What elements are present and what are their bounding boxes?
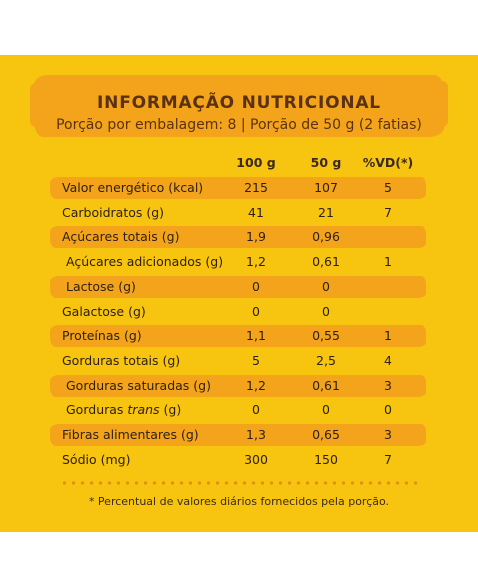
- value-100g: 1,3: [246, 427, 266, 442]
- value-100g: 0: [252, 402, 260, 418]
- value-100g: 1,2: [246, 254, 266, 270]
- value-vd: 3: [384, 427, 392, 442]
- nutrient-label: Proteínas (g): [62, 328, 142, 344]
- row-highlight: [50, 275, 426, 298]
- table-row: Gorduras trans (g) 0 0 0: [0, 399, 478, 421]
- value-vd: 0: [384, 402, 392, 418]
- value-100g: 0: [252, 278, 260, 294]
- column-header-100g: 100 g: [236, 155, 276, 170]
- value-vd: 1: [384, 254, 392, 270]
- table-row: Sódio (mg) 300 150 7: [0, 449, 478, 471]
- table-row: Fibras alimentares (g) 1,3 0,65 3: [0, 424, 478, 446]
- value-100g: 300: [244, 451, 268, 467]
- value-100g: 5: [252, 352, 260, 368]
- title-banner: [30, 75, 448, 137]
- nutrient-label: Gorduras trans (g): [66, 402, 182, 418]
- value-vd: 1: [384, 328, 392, 344]
- value-100g: 41: [248, 204, 264, 220]
- table-row: Galactose (g) 0 0: [0, 301, 478, 323]
- value-50g: 150: [314, 451, 338, 467]
- table-row: Gorduras saturadas (g) 1,2 0,61 3: [0, 374, 478, 397]
- table-row: Açúcares totais (g) 1,9 0,96: [0, 226, 478, 249]
- nutrient-label: Valor energético (kcal): [62, 180, 204, 195]
- row-highlight: [50, 325, 426, 348]
- nutrient-label: Galactose (g): [62, 303, 146, 319]
- value-vd: 7: [384, 451, 392, 467]
- serving-info: Porção por embalagem: 8 | Porção de 50 g…: [56, 117, 422, 133]
- value-vd: 3: [384, 377, 392, 393]
- table-title: INFORMAÇÃO NUTRICIONAL: [97, 93, 381, 113]
- value-50g: 0,65: [312, 427, 340, 442]
- nutrient-label: Gorduras saturadas (g): [66, 377, 211, 393]
- value-50g: 0: [322, 303, 330, 319]
- value-50g: 0: [322, 278, 330, 294]
- dotted-divider: [60, 481, 420, 485]
- value-50g: 0,96: [312, 229, 340, 245]
- row-highlight: [50, 177, 426, 199]
- column-header-50g: 50 g: [310, 155, 342, 170]
- value-100g: 1,9: [246, 229, 266, 245]
- table-row: Lactose (g) 0 0: [0, 275, 478, 298]
- value-100g: 1,1: [246, 328, 266, 344]
- nutrient-label: Carboidratos (g): [62, 204, 165, 220]
- column-header-vd: %VD(*): [362, 155, 414, 170]
- value-50g: 0,61: [312, 377, 340, 393]
- value-50g: 0,55: [312, 328, 340, 344]
- row-highlight: [50, 374, 426, 397]
- nutrient-label: Sódio (mg): [62, 451, 131, 467]
- value-100g: 0: [252, 303, 260, 319]
- value-100g: 1,2: [246, 377, 266, 393]
- row-highlight: [50, 424, 426, 446]
- table-row: Proteínas (g) 1,1 0,55 1: [0, 325, 478, 348]
- nutrient-label: Gorduras totais (g): [62, 352, 181, 368]
- table-row: Carboidratos (g) 41 21 7: [0, 202, 478, 224]
- value-100g: 215: [244, 180, 268, 195]
- value-50g: 21: [318, 204, 334, 220]
- value-50g: 0,61: [312, 254, 340, 270]
- value-50g: 0: [322, 402, 330, 418]
- nutrient-label: Açúcares totais (g): [62, 229, 180, 245]
- nutrient-label: Fibras alimentares (g): [62, 427, 199, 442]
- value-vd: 4: [384, 352, 392, 368]
- value-vd: 7: [384, 204, 392, 220]
- value-50g: 107: [314, 180, 338, 195]
- table-row: Gorduras totais (g) 5 2,5 4: [0, 350, 478, 372]
- value-vd: 5: [384, 180, 392, 195]
- table-row: Açúcares adicionados (g) 1,2 0,61 1: [0, 251, 478, 273]
- nutrient-label: Lactose (g): [66, 278, 136, 294]
- nutrient-label: Açúcares adicionados (g): [66, 254, 224, 270]
- footnote: * Percentual de valores diários fornecid…: [88, 495, 390, 508]
- value-50g: 2,5: [316, 352, 336, 368]
- nutrition-panel: INFORMAÇÃO NUTRICIONAL Porção por embala…: [0, 55, 478, 532]
- table-row: Valor energético (kcal) 215 107 5: [0, 177, 478, 199]
- row-highlight: [50, 226, 426, 249]
